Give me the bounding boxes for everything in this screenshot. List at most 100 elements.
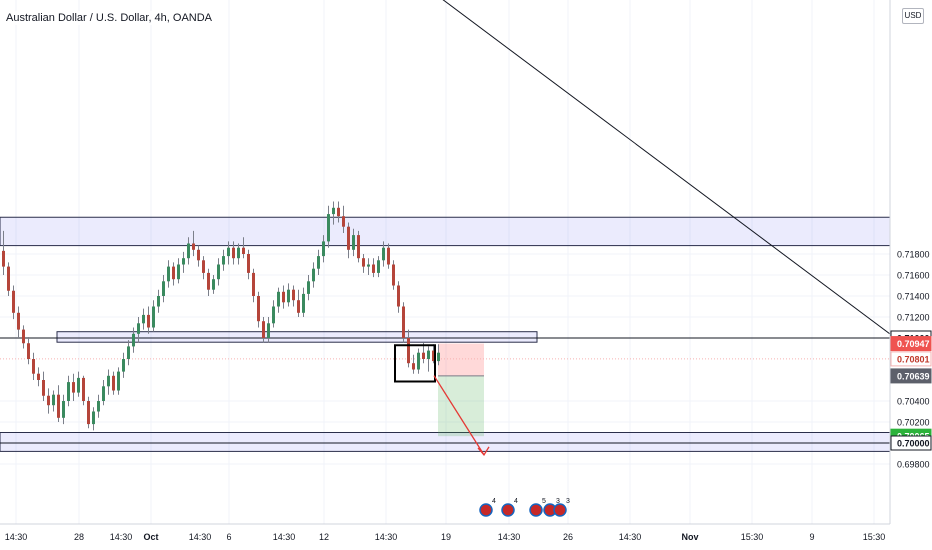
candle-body (37, 373, 40, 380)
candle (2, 230, 5, 275)
candles (2, 201, 440, 431)
candle (212, 275, 215, 294)
currency-button[interactable]: USD (902, 8, 924, 24)
candle (37, 367, 40, 387)
candle (127, 340, 130, 366)
candle-body (42, 380, 45, 396)
price-tick-label: 0.71200 (897, 313, 930, 323)
candle-body (302, 293, 305, 313)
candle-body (432, 350, 435, 362)
price-badge-label: 0.70947 (897, 339, 930, 349)
price-badge-label: 0.70000 (897, 439, 930, 449)
candle (372, 258, 375, 278)
candle (347, 222, 350, 259)
candle-body (162, 281, 165, 296)
flag-icon (501, 503, 515, 517)
target-arrow-head (477, 446, 490, 456)
candle-body (2, 250, 5, 267)
candle-body (322, 241, 325, 257)
candle-body (157, 296, 160, 307)
candle (242, 237, 245, 259)
candle-body (412, 363, 415, 370)
candle-body (77, 377, 80, 393)
candle (147, 306, 150, 334)
candle (157, 289, 160, 313)
candle (17, 306, 20, 338)
candle (397, 281, 400, 313)
candle-body (362, 258, 365, 267)
candle (177, 258, 180, 284)
candle (192, 230, 195, 257)
candle-body (112, 375, 115, 391)
price-tick-label: 0.69800 (897, 460, 930, 470)
candle-body (277, 291, 280, 307)
time-tick-label: 14:30 (619, 532, 642, 542)
candle-body (397, 285, 400, 307)
time-tick-label: 14:30 (375, 532, 398, 542)
event-count: 4 (514, 498, 518, 505)
candle (72, 373, 75, 401)
candle-body (82, 377, 85, 401)
time-tick-label: 6 (226, 532, 231, 542)
candle (392, 260, 395, 290)
candle (277, 287, 280, 313)
price-tick-label: 0.71800 (897, 250, 930, 260)
candle (307, 275, 310, 301)
candle-body (272, 306, 275, 324)
candle (357, 230, 360, 263)
candle (137, 317, 140, 343)
candle-body (122, 359, 125, 372)
price-tick-label: 0.71600 (897, 271, 930, 281)
price-badge: 0.70639 (890, 368, 932, 384)
candle-body (437, 352, 440, 362)
candle-body (52, 394, 55, 406)
candle-body (152, 306, 155, 328)
zone-rect (0, 216, 891, 247)
candle (412, 354, 415, 374)
candle-body (132, 333, 135, 347)
candle-body (282, 291, 285, 303)
time-tick-label: 14:30 (189, 532, 212, 542)
candle-body (187, 243, 190, 259)
candle-body (17, 312, 20, 330)
candle-body (332, 207, 335, 215)
time-tick-label: 14:30 (273, 532, 296, 542)
candle-body (72, 382, 75, 393)
candle-body (197, 249, 200, 261)
candle-body (422, 352, 425, 359)
price-badge-label: 0.70639 (897, 371, 930, 381)
candle (112, 371, 115, 395)
price-axis-labels: 0.718000.716000.714000.712000.710000.704… (890, 250, 932, 470)
candle (152, 300, 155, 332)
event-count: 4 (492, 498, 496, 505)
price-badge: 0.70947 (890, 336, 932, 352)
candle-body (247, 254, 250, 273)
candle-body (417, 352, 420, 370)
candle-body (342, 216, 345, 227)
candle-body (267, 323, 270, 338)
candle (287, 283, 290, 307)
candle (327, 205, 330, 248)
candle-body (232, 247, 235, 259)
candle-body (172, 266, 175, 280)
candle (167, 260, 170, 288)
candle-body (22, 329, 25, 344)
time-tick-label: 14:30 (110, 532, 133, 542)
candle (162, 275, 165, 303)
candle (342, 205, 345, 233)
candle (132, 327, 135, 353)
candle (27, 336, 30, 365)
candle (362, 254, 365, 273)
candle (42, 371, 45, 401)
candle-body (167, 266, 170, 282)
candle (257, 291, 260, 328)
candle (237, 243, 240, 265)
candle-body (47, 395, 50, 406)
candle (247, 249, 250, 280)
candle-body (32, 359, 35, 374)
price-badge-label: 0.70801 (897, 354, 930, 364)
candle (207, 268, 210, 296)
candle-body (87, 401, 90, 425)
